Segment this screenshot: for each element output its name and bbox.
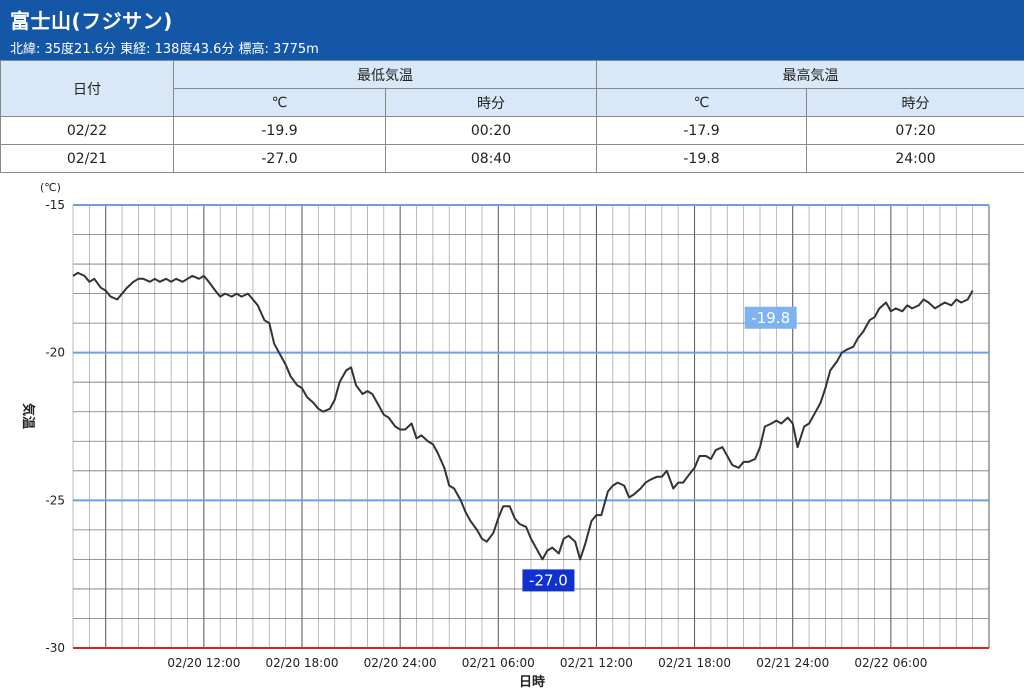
y-tick-label: -20 — [45, 346, 65, 360]
y-unit-label: (℃) — [40, 181, 61, 194]
y-tick-label: -25 — [45, 493, 65, 507]
row-min-time: 08:40 — [385, 144, 597, 173]
x-axis-title: 日時 — [519, 674, 545, 690]
row-date: 02/22 — [0, 116, 174, 145]
y-axis-title: 気温 — [20, 403, 36, 429]
row-min-temp: -19.9 — [173, 116, 386, 145]
max-temp-header: 最高気温 — [596, 60, 1024, 89]
y-tick-label: -15 — [45, 198, 65, 212]
x-tick-label: 02/22 06:00 — [854, 656, 927, 670]
row-max-time: 24:00 — [806, 144, 1024, 173]
station-header: 富士山(フジサン) 北緯: 35度21.6分 東経: 138度43.6分 標高:… — [0, 0, 1024, 60]
x-tick-label: 02/20 18:00 — [266, 656, 339, 670]
max-time-header: 時分 — [806, 88, 1024, 117]
min-temp-header: 最低気温 — [173, 60, 597, 89]
row-max-time: 07:20 — [806, 116, 1024, 145]
max-temp-callout-box — [744, 306, 797, 329]
row-min-time: 00:20 — [385, 116, 597, 145]
date-column-header: 日付 — [0, 60, 174, 117]
max-unit-header: ℃ — [596, 88, 807, 117]
row-max-temp: -17.9 — [596, 116, 807, 145]
temperature-chart: (℃) 気温 日時 -15 -20 -25 -30 02/20 12:00 02/20 1… — [0, 174, 1024, 692]
table-row: 02/21 -27.0 08:40 -19.8 24:00 — [0, 144, 1024, 173]
station-coordinates: 北緯: 35度21.6分 東経: 138度43.6分 標高: 3775m — [10, 42, 319, 57]
x-tick-label: 02/21 12:00 — [560, 656, 633, 670]
row-max-temp: -19.8 — [596, 144, 807, 173]
x-tick-label: 02/21 24:00 — [756, 656, 829, 670]
station-title: 富士山(フジサン) — [10, 9, 173, 33]
min-temp-callout-label: -27.0 — [529, 571, 568, 589]
row-min-temp: -27.0 — [173, 144, 386, 173]
min-temp-callout-box — [522, 569, 575, 592]
min-unit-header: ℃ — [173, 88, 386, 117]
temperature-series-line — [72, 271, 974, 561]
row-date: 02/21 — [0, 144, 174, 173]
x-tick-label: 02/20 12:00 — [167, 656, 240, 670]
y-tick-label: -30 — [45, 641, 65, 655]
temperature-chart-svg: (℃) 気温 日時 -15 -20 -25 -30 02/20 12:00 02/20 1… — [20, 181, 990, 690]
min-time-header: 時分 — [385, 88, 597, 117]
max-temp-callout-label: -19.8 — [751, 309, 790, 327]
table-row: 02/22 -19.9 00:20 -17.9 07:20 — [0, 116, 1024, 145]
temperature-summary-table: 日付 最低気温 最高気温 ℃ 時分 ℃ 時分 02/22 -19.9 00:20… — [0, 60, 1024, 173]
x-tick-label: 02/21 18:00 — [658, 656, 731, 670]
x-tick-label: 02/21 06:00 — [462, 656, 535, 670]
x-tick-label: 02/20 24:00 — [364, 656, 437, 670]
